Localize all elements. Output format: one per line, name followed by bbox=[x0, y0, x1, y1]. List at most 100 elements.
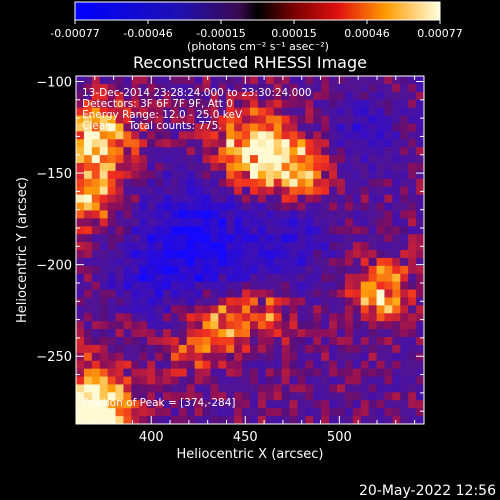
heatmap-cell bbox=[210, 257, 219, 267]
heatmap-cell bbox=[194, 352, 203, 362]
heatmap-cell bbox=[99, 368, 109, 377]
heatmap-cell bbox=[155, 321, 164, 330]
heatmap-cell bbox=[313, 321, 322, 330]
heatmap-cell bbox=[368, 360, 377, 370]
heatmap-cell bbox=[368, 210, 377, 219]
heatmap-cell bbox=[257, 408, 267, 417]
heatmap-cell bbox=[337, 234, 346, 243]
heatmap-cell bbox=[368, 305, 377, 314]
heatmap-cell bbox=[147, 297, 156, 306]
heatmap-cell bbox=[376, 226, 385, 235]
heatmap-cell bbox=[242, 170, 251, 180]
heatmap-cell bbox=[76, 400, 85, 409]
heatmap-cell bbox=[273, 368, 283, 377]
heatmap-cell bbox=[131, 344, 140, 354]
heatmap-cell bbox=[368, 400, 377, 409]
heatmap-cell bbox=[250, 155, 259, 164]
heatmap-cell bbox=[115, 408, 124, 417]
heatmap-cell bbox=[321, 368, 330, 377]
heatmap-cell bbox=[202, 368, 211, 377]
heatmap-cell bbox=[368, 170, 377, 180]
heatmap-cell bbox=[226, 265, 235, 275]
heatmap-cell bbox=[186, 218, 196, 227]
colorbar-tick-6: 0.00077 bbox=[417, 27, 463, 40]
heatmap-cell bbox=[107, 170, 116, 180]
heatmap-cell bbox=[392, 83, 401, 93]
heatmap-cell bbox=[321, 123, 330, 132]
heatmap-cell bbox=[218, 313, 227, 322]
heatmap-cell bbox=[163, 99, 172, 109]
heatmap-cell bbox=[202, 115, 211, 124]
heatmap-cell bbox=[305, 76, 314, 85]
heatmap-cell bbox=[360, 337, 370, 346]
heatmap-cell bbox=[360, 99, 370, 109]
heatmap-cell bbox=[163, 234, 172, 243]
heatmap-cell bbox=[170, 360, 180, 370]
heatmap-cell bbox=[376, 155, 385, 164]
heatmap-cell bbox=[344, 392, 354, 401]
heatmap-cell bbox=[139, 400, 148, 409]
heatmap-cell bbox=[242, 115, 251, 124]
heatmap-cell bbox=[186, 329, 196, 338]
heatmap-cell bbox=[115, 194, 124, 203]
heatmap-cell bbox=[416, 344, 424, 354]
heatmap-cell bbox=[305, 123, 314, 132]
heatmap-cell bbox=[321, 352, 330, 362]
heatmap-cell bbox=[163, 329, 172, 338]
heatmap-cell bbox=[313, 210, 322, 219]
heatmap-cell bbox=[265, 297, 275, 306]
heatmap-cell bbox=[250, 305, 259, 314]
heatmap-cell bbox=[186, 337, 196, 346]
heatmap-cell bbox=[305, 210, 314, 219]
heatmap-cell bbox=[305, 337, 314, 346]
heatmap-cell bbox=[155, 305, 164, 314]
heatmap-cell bbox=[178, 163, 188, 172]
heatmap-cell bbox=[305, 170, 314, 180]
heatmap-cell bbox=[242, 242, 251, 251]
heatmap-cell bbox=[376, 329, 385, 338]
heatmap-cell bbox=[376, 376, 385, 385]
heatmap-cell bbox=[352, 281, 362, 290]
heatmap-cell bbox=[376, 384, 385, 393]
heatmap-cell bbox=[194, 297, 203, 306]
heatmap-cell bbox=[107, 123, 116, 132]
heatmap-cell bbox=[265, 194, 275, 203]
heatmap-cell bbox=[163, 170, 172, 180]
heatmap-cell bbox=[281, 408, 290, 417]
heatmap-cell bbox=[344, 170, 354, 180]
heatmap-cell bbox=[210, 392, 219, 401]
heatmap-cell bbox=[155, 226, 164, 235]
heatmap-cell bbox=[83, 170, 93, 180]
heatmap-cell bbox=[76, 107, 85, 116]
heatmap-cell bbox=[226, 337, 235, 346]
heatmap-cell bbox=[273, 376, 283, 385]
heatmap-cell bbox=[155, 313, 164, 322]
heatmap-cell bbox=[281, 400, 290, 409]
heatmap-cell bbox=[139, 210, 148, 219]
heatmap-cell bbox=[139, 202, 148, 211]
heatmap-cell bbox=[360, 376, 370, 385]
heatmap-cell bbox=[376, 408, 385, 417]
heatmap-cell bbox=[289, 107, 298, 116]
heatmap-cell bbox=[360, 170, 370, 180]
heatmap-cell bbox=[376, 218, 385, 227]
heatmap-cell bbox=[147, 107, 156, 116]
heatmap-cell bbox=[123, 139, 132, 148]
heatmap-cell bbox=[178, 352, 188, 362]
heatmap-cell bbox=[147, 186, 156, 196]
heatmap-cell bbox=[234, 163, 243, 172]
heatmap-cell bbox=[281, 321, 290, 330]
heatmap-cell bbox=[178, 305, 188, 314]
heatmap-cell bbox=[139, 155, 148, 164]
heatmap-cell bbox=[281, 186, 290, 196]
heatmap-cell bbox=[321, 337, 330, 346]
heatmap-cell bbox=[344, 115, 354, 124]
heatmap-cell bbox=[329, 163, 338, 172]
heatmap-cell bbox=[384, 186, 393, 196]
heatmap-cell bbox=[368, 273, 377, 283]
heatmap-cell bbox=[360, 250, 370, 259]
heatmap-cell bbox=[170, 186, 180, 196]
heatmap-cell bbox=[131, 76, 140, 85]
heatmap-cell bbox=[400, 400, 409, 409]
heatmap-cell bbox=[131, 384, 140, 393]
